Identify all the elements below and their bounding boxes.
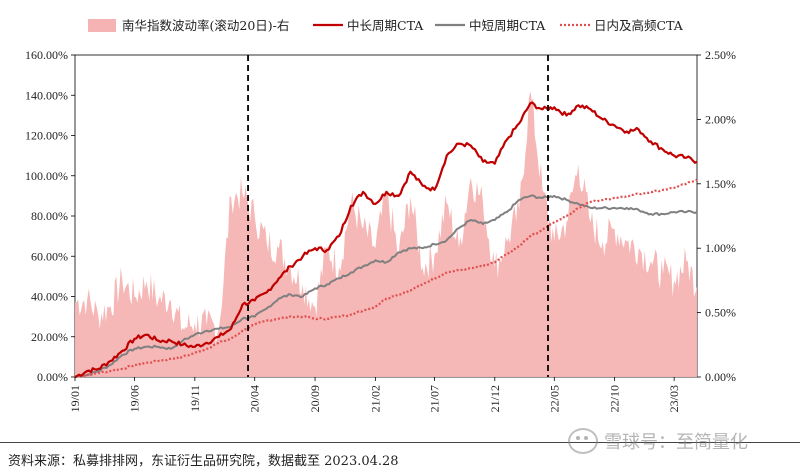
- left-tick-label: 100.00%: [25, 169, 68, 183]
- footer-divider: [0, 442, 800, 443]
- x-tick-label: 19/11: [188, 385, 202, 412]
- event-marker-lines: [247, 55, 549, 377]
- left-tick-label: 20.00%: [31, 330, 68, 344]
- legend-label-intra: 日内及高频CTA: [594, 18, 684, 33]
- right-tick-label: 1.00%: [705, 241, 736, 255]
- cta-line-series: [74, 101, 698, 379]
- right-tick-label: 2.00%: [705, 112, 736, 126]
- legend-swatch-vol: [88, 19, 116, 32]
- x-tick-label: 19/01: [68, 385, 82, 412]
- right-tick-label: 0.50%: [705, 306, 736, 320]
- volatility-area: [75, 91, 697, 377]
- volatility-area-series: [75, 91, 697, 377]
- x-tick-label: 22/10: [608, 385, 622, 412]
- left-tick-label: 40.00%: [31, 290, 68, 304]
- left-tick-label: 60.00%: [31, 249, 68, 263]
- x-tick-label: 21/07: [427, 385, 441, 412]
- snowball-logo-icon: [568, 428, 598, 454]
- watermark: 雪球号：至简量化: [568, 428, 748, 454]
- legend-label-vol: 南华指数波动率(滚动20日)-右: [122, 18, 289, 33]
- left-tick-label: 120.00%: [25, 129, 68, 143]
- left-tick-label: 80.00%: [31, 209, 68, 223]
- long-cta-line: [74, 101, 698, 378]
- x-tick-label: 21/12: [488, 385, 502, 412]
- x-tick-label: 20/09: [308, 385, 322, 412]
- left-tick-label: 0.00%: [37, 370, 68, 384]
- x-tick-label: 19/06: [128, 385, 142, 412]
- source-note: 资料来源：私募排排网，东证衍生品研究院，数据截至 2023.04.28: [8, 454, 399, 469]
- left-tick-label: 160.00%: [25, 48, 68, 62]
- legend-label-short: 中短周期CTA: [469, 18, 546, 33]
- left-tick-label: 140.00%: [25, 88, 68, 102]
- x-tick-label: 23/03: [667, 385, 681, 412]
- right-tick-label: 0.00%: [705, 370, 736, 384]
- legend: 南华指数波动率(滚动20日)-右 中长周期CTA 中短周期CTA 日内及高频CTA: [88, 18, 684, 33]
- right-tick-label: 1.50%: [705, 177, 736, 191]
- watermark-text: 雪球号：至简量化: [604, 432, 748, 453]
- legend-label-long: 中长周期CTA: [347, 18, 424, 33]
- axes: 0.00% 20.00% 40.00% 60.00% 80.00% 100.00% 120.…: [25, 48, 736, 412]
- intra-cta-line: [74, 178, 698, 379]
- cta-index-chart: 0.00% 20.00% 40.00% 60.00% 80.00% 100.00% 120.…: [25, 18, 736, 412]
- x-tick-label: 21/02: [368, 385, 382, 412]
- x-tick-label: 22/05: [547, 385, 561, 412]
- x-tick-label: 20/04: [248, 385, 262, 412]
- right-tick-label: 2.50%: [705, 48, 736, 62]
